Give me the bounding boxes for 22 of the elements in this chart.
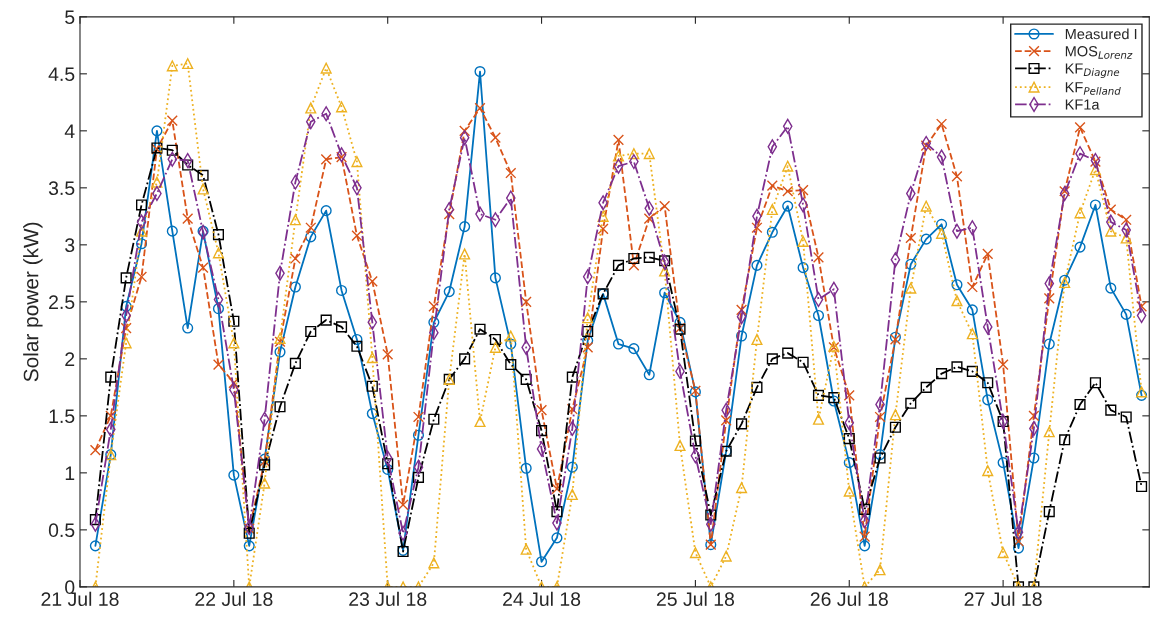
x-tick-label: 25 Jul 18 bbox=[656, 591, 735, 607]
x-tick-label: 27 Jul 18 bbox=[964, 591, 1042, 607]
y-tick-label: 4 bbox=[64, 124, 75, 138]
legend-label: KF$_{Diagne}$ bbox=[1065, 63, 1120, 79]
y-tick-label: 1.5 bbox=[49, 409, 75, 424]
y-tick-label: 2.5 bbox=[49, 295, 75, 310]
y-axis-title: Solar power (kW) bbox=[23, 222, 43, 382]
y-tick-label: 2 bbox=[65, 352, 75, 366]
y-tick-label: 0.5 bbox=[48, 523, 75, 538]
x-tick-label: 24 Jul 18 bbox=[503, 591, 581, 607]
legend-label: KF$_{Pelland}$ bbox=[1065, 82, 1121, 95]
y-tick-label: 3.5 bbox=[48, 181, 75, 196]
y-tick-label: 5 bbox=[65, 10, 75, 25]
legend-label: MOS$_{Lorenz}$ bbox=[1065, 46, 1133, 59]
x-tick-label: 26 Jul 18 bbox=[810, 591, 888, 607]
legend-label: KF1a bbox=[1065, 99, 1100, 110]
x-tick-label: 23 Jul 18 bbox=[349, 591, 427, 607]
legend-label: Measured I bbox=[1065, 28, 1137, 40]
y-tick-label: 4.5 bbox=[48, 67, 75, 82]
y-tick-label: 3 bbox=[65, 238, 75, 253]
y-tick-label: 1 bbox=[65, 466, 75, 480]
x-tick-label: 22 Jul 18 bbox=[195, 591, 273, 607]
